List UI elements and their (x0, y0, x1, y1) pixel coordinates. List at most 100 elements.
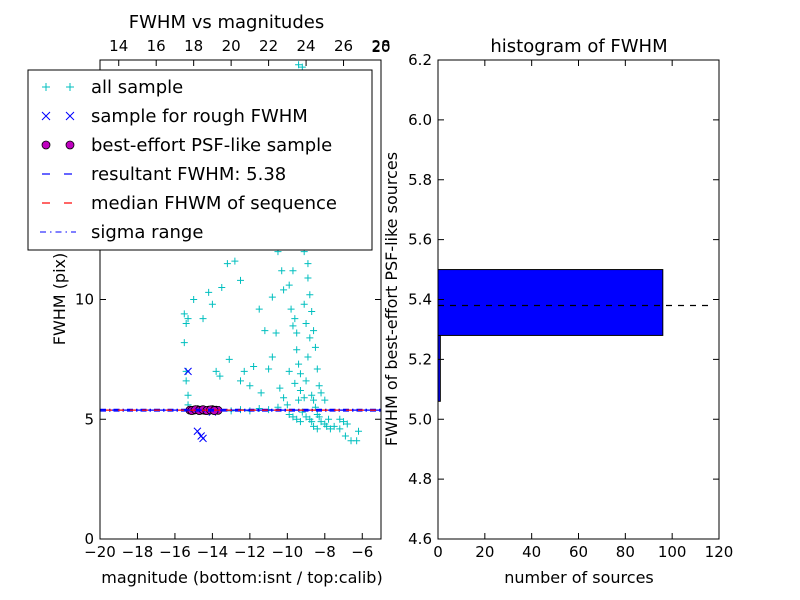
all-sample-point (310, 396, 318, 404)
x-tick-label: 120 (705, 543, 734, 561)
all-sample-point (341, 432, 349, 440)
legend-handles (40, 83, 76, 233)
all-sample-point (296, 387, 304, 395)
all-sample-point (265, 365, 273, 373)
rough-sample-point (184, 367, 192, 376)
all-sample-point (304, 274, 312, 282)
all-sample-point (313, 365, 321, 373)
histogram-ylabel: FWHM of best-effort PSF-like sources (382, 152, 401, 446)
all-sample-point (317, 418, 325, 426)
all-sample-point (285, 410, 293, 418)
all-sample-point (293, 329, 301, 337)
all-sample-point (295, 396, 303, 404)
y-tick-label: 10 (75, 291, 94, 309)
x-tick-label: 0 (433, 543, 443, 561)
histogram-title: histogram of FWHM (490, 36, 667, 57)
all-sample-point (300, 394, 308, 402)
all-sample-point (182, 377, 190, 385)
all-sample-point (304, 353, 312, 361)
all-sample-point (231, 257, 239, 265)
all-sample-point (296, 370, 304, 378)
top-tick-label: 14 (109, 37, 128, 55)
all-sample-point (313, 425, 321, 433)
legend-box (27, 69, 373, 251)
all-sample-point (237, 377, 244, 385)
all-sample-point (250, 363, 258, 371)
all-sample-point (300, 300, 308, 308)
top-tick-label: 18 (184, 37, 203, 55)
y-tick-label: 4.8 (408, 470, 432, 488)
legend-label-resultant-fwhm: resultant FWHM: 5.38 (91, 164, 286, 185)
all-sample-point (289, 267, 297, 275)
all-sample-point (285, 281, 293, 289)
all-sample-point (223, 260, 231, 268)
all-sample-point (293, 415, 301, 423)
all-sample-point (310, 422, 318, 430)
y-tick-label: 5.2 (408, 350, 432, 368)
histogram-plot-area (437, 269, 713, 402)
scatter-title: FWHM vs magnitudes (129, 12, 324, 33)
x-tick-label: −16 (159, 543, 191, 561)
scatter-axis-ticks: −20 −18 −16 −14 −12 −10 −8 −6 0 5 10 14 16 18 20 22 24 26… (75, 37, 391, 561)
x-tick-label: −18 (122, 543, 154, 561)
legend-handle-plus (42, 83, 50, 91)
all-sample-point (261, 327, 269, 335)
all-sample-point (184, 391, 192, 399)
all-sample-point (308, 418, 316, 426)
legend-label-all-sample: all sample (91, 77, 183, 98)
all-sample-point (321, 396, 329, 404)
y-tick-label: 5 (84, 410, 94, 428)
x-tick-label: −10 (272, 543, 304, 561)
x-tick-label: 20 (475, 543, 494, 561)
rough-sample-point (193, 427, 202, 436)
all-sample-point (293, 346, 301, 354)
all-sample-point (182, 319, 190, 327)
legend-handle-x (41, 111, 51, 121)
all-sample-point (311, 343, 319, 351)
all-sample-point (255, 305, 263, 313)
top-tick-label: 28 (371, 37, 390, 55)
all-sample-point (255, 404, 263, 412)
legend-label-psf-sample: best-effort PSF-like sample (91, 135, 332, 156)
all-sample-point (212, 367, 220, 375)
all-sample-point (323, 422, 331, 430)
all-sample-point (208, 300, 216, 308)
y-tick-label: 5.4 (408, 291, 432, 309)
all-sample-point (285, 367, 293, 375)
all-sample-point (199, 315, 207, 323)
histogram-panel: histogram of FWHM 0 20 40 60 80 100 120 4.6 4.8 5… (382, 36, 733, 587)
all-sample-point (287, 305, 295, 313)
legend-label-median-fwhm: median FHWM of sequence (91, 193, 337, 214)
all-sample-point (225, 355, 233, 363)
legend-handle-plus (66, 83, 74, 91)
y-tick-label: 5.8 (408, 171, 432, 189)
all-sample-point (343, 420, 351, 428)
legend-handle-circle (41, 140, 51, 150)
all-sample-point (180, 339, 188, 347)
all-sample-point (276, 384, 284, 392)
all-sample-point (302, 413, 310, 421)
y-tick-label: 6.2 (408, 51, 432, 69)
y-tick-label: 6.0 (408, 111, 432, 129)
x-tick-label: 60 (569, 543, 588, 561)
all-sample-point (291, 315, 299, 323)
y-tick-label: 5.0 (408, 410, 432, 428)
all-sample-point (330, 422, 338, 430)
histogram-bar (437, 269, 664, 336)
all-sample-point (308, 307, 316, 315)
top-tick-label: 22 (259, 37, 278, 55)
all-sample-point (340, 418, 348, 426)
x-tick-label: −14 (197, 543, 229, 561)
scatter-ylabel: FWHM (pix) (50, 253, 69, 346)
scatter-panel: FWHM vs magnitudes −20 −18 −16 −14 −12 −10 −8−… (27, 12, 391, 587)
x-tick-label: 40 (522, 543, 541, 561)
all-sample-point (308, 391, 316, 399)
legend-label-rough-sample: sample for rough FWHM (91, 106, 308, 127)
all-sample-point (353, 437, 361, 445)
x-tick-label: −12 (234, 543, 266, 561)
all-sample-point (336, 425, 344, 433)
rough-sample-point (199, 434, 207, 443)
all-sample-point (291, 379, 299, 387)
all-sample-point (184, 315, 192, 323)
